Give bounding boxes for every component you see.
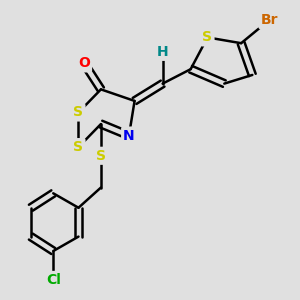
Text: Cl: Cl: [46, 273, 61, 287]
Text: O: O: [78, 56, 90, 70]
Text: Br: Br: [260, 13, 278, 27]
Text: S: S: [202, 30, 212, 44]
Text: S: S: [96, 149, 106, 163]
Text: N: N: [123, 129, 135, 142]
Text: S: S: [74, 140, 83, 154]
Text: S: S: [74, 106, 83, 119]
Text: H: H: [157, 45, 168, 59]
